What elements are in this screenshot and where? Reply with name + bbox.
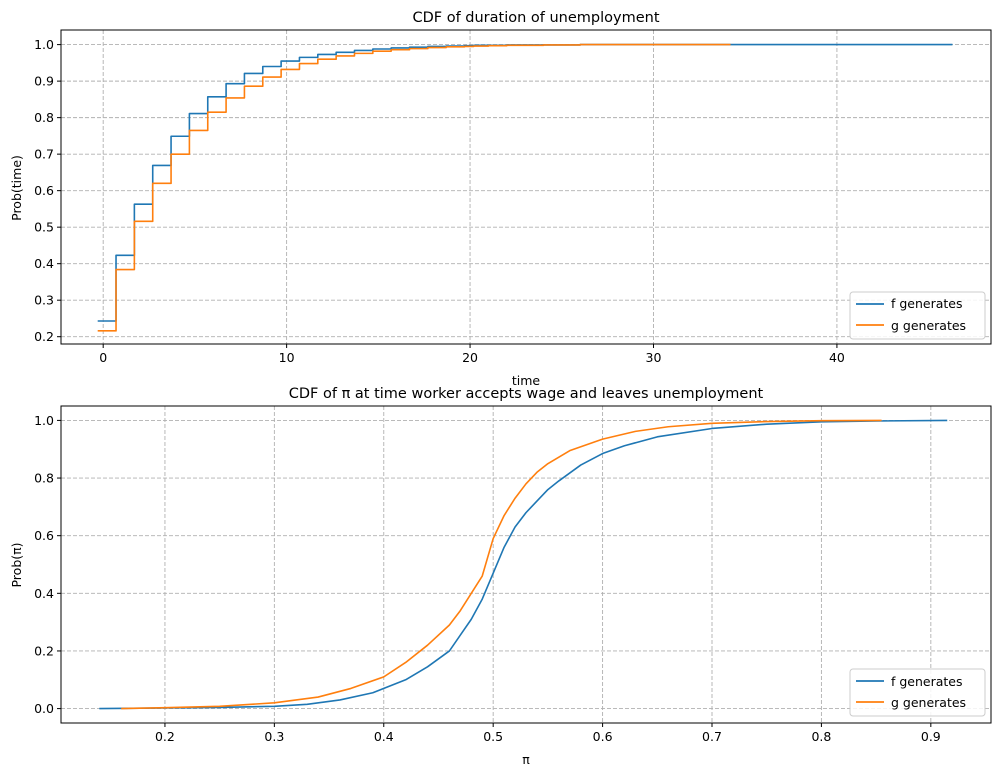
y-axis-label: Prob(π) xyxy=(9,542,24,587)
y-tick-label: 0.5 xyxy=(34,220,54,235)
series-lines xyxy=(99,419,948,710)
legend-label-f-generates: f generates xyxy=(891,674,963,689)
plot-frame xyxy=(60,405,992,724)
x-tick-label: 0 xyxy=(99,350,107,365)
legend: f generates g generates xyxy=(849,668,986,717)
x-tick-label: 10 xyxy=(279,350,295,365)
series-lines xyxy=(97,43,953,332)
grid xyxy=(61,406,991,723)
x-tick-label: 0.4 xyxy=(374,729,394,744)
y-tick-label: 0.4 xyxy=(34,256,54,271)
y-tick-label: 0.4 xyxy=(34,586,54,601)
series-line-g-generates xyxy=(121,419,882,710)
legend-label-g-generates: g generates xyxy=(891,318,966,333)
x-tick-label: 40 xyxy=(829,350,845,365)
x-tick-label: 0.7 xyxy=(702,729,722,744)
y-tick-label: 0.2 xyxy=(34,329,54,344)
legend-label-f-generates: f generates xyxy=(891,296,963,311)
ticks: 0 10 20 30 40 0.2 0.3 0.4 0.5 0.6 0.7 0.8 0.9 1.0 xyxy=(34,37,845,365)
y-tick-label: 0.9 xyxy=(34,74,54,89)
chart-title: CDF of π at time worker accepts wage and… xyxy=(289,386,764,402)
chart-unemployment-duration: CDF of duration of unemployment 0 10 20 30 4… xyxy=(9,10,992,388)
x-tick-label: 0.8 xyxy=(811,729,831,744)
x-tick-label: 0.5 xyxy=(483,729,503,744)
y-tick-label: 0.6 xyxy=(34,528,54,543)
y-tick-label: 1.0 xyxy=(34,413,54,428)
y-tick-label: 1.0 xyxy=(34,37,54,52)
x-axis-label: π xyxy=(522,752,530,767)
y-axis-label: Prob(time) xyxy=(9,155,24,221)
y-tick-label: 0.3 xyxy=(34,293,54,308)
y-tick-label: 0.2 xyxy=(34,643,54,658)
ticks: 0.2 0.3 0.4 0.5 0.6 0.7 0.8 0.9 0.0 0.2 0.4 0.6 0.8 1… xyxy=(34,413,941,744)
plot-frame xyxy=(60,29,992,345)
series-line-f-generates xyxy=(99,419,948,710)
y-tick-label: 0.8 xyxy=(34,471,54,486)
x-axis-label: time xyxy=(512,373,541,388)
x-tick-label: 0.6 xyxy=(593,729,613,744)
y-tick-label: 0.6 xyxy=(34,183,54,198)
x-tick-label: 0.2 xyxy=(155,729,175,744)
x-tick-label: 0.9 xyxy=(921,729,941,744)
y-tick-label: 0.7 xyxy=(34,147,54,162)
x-tick-label: 20 xyxy=(462,350,478,365)
x-tick-label: 0.3 xyxy=(264,729,284,744)
y-tick-label: 0.0 xyxy=(34,701,54,716)
y-tick-label: 0.8 xyxy=(34,110,54,125)
chart-pi-acceptance: CDF of π at time worker accepts wage and… xyxy=(9,386,992,767)
series-line-g-generates xyxy=(97,43,731,332)
chart-title: CDF of duration of unemployment xyxy=(412,10,659,26)
x-tick-label: 30 xyxy=(646,350,662,365)
legend: f generates g generates xyxy=(849,291,986,340)
legend-label-g-generates: g generates xyxy=(891,695,966,710)
